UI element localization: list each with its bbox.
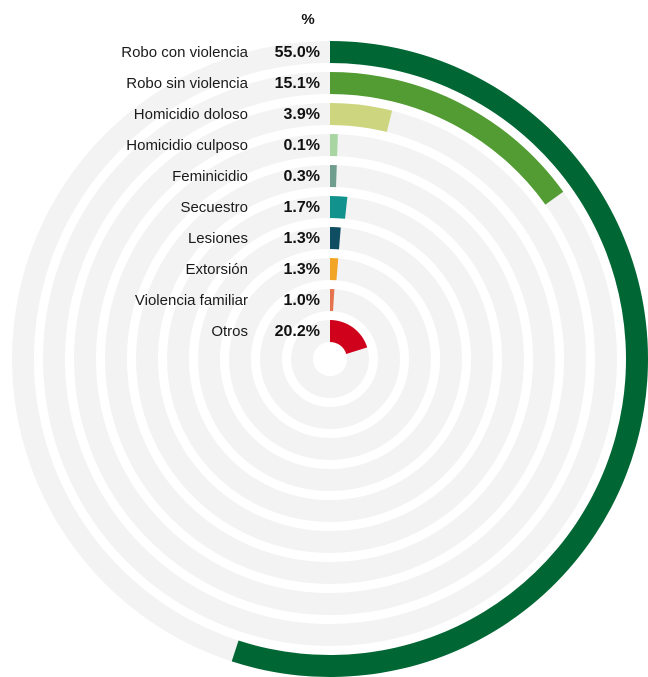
ring-separator	[127, 156, 533, 562]
ring-separator	[220, 249, 440, 469]
category-label-lesiones: Lesiones	[188, 230, 248, 247]
category-label-violencia-familiar: Violencia familiar	[135, 292, 248, 309]
ring-separator	[96, 125, 564, 593]
category-label-homicidio-doloso: Homicidio doloso	[134, 106, 248, 123]
ring-separator	[251, 280, 409, 438]
value-label-violencia-familiar: 1.0%	[284, 292, 320, 309]
value-label-lesiones: 1.3%	[284, 230, 320, 247]
bars-group	[231, 41, 648, 677]
value-label-robo-sin-violencia: 15.1%	[275, 75, 320, 92]
value-label-extorsion: 1.3%	[284, 261, 320, 278]
category-label-robo-con-violencia: Robo con violencia	[121, 44, 248, 61]
value-label-homicidio-culposo: 0.1%	[284, 137, 320, 154]
labels-group: 55.0% Robo con violencia 15.1% Robo sin vio…	[121, 44, 320, 340]
value-label-robo-con-violencia: 55.0%	[275, 44, 320, 61]
value-label-feminicidio: 0.3%	[284, 168, 320, 185]
value-label-otros: 20.2%	[275, 323, 320, 340]
value-label-secuestro: 1.7%	[284, 199, 320, 216]
value-label-homicidio-doloso: 3.9%	[284, 106, 320, 123]
ring-separator	[282, 311, 378, 407]
ring-separator	[189, 218, 471, 500]
bar-extorsion	[330, 258, 339, 281]
category-label-feminicidio: Feminicidio	[172, 168, 248, 185]
unit-label: %	[301, 11, 314, 28]
bar-feminicidio	[330, 165, 337, 188]
category-label-robo-sin-violencia: Robo sin violencia	[126, 75, 248, 92]
bar-otros	[330, 320, 368, 354]
bar-violencia-familiar	[330, 289, 335, 312]
center-hole	[313, 342, 347, 376]
bar-robo-sin-violencia	[330, 72, 564, 205]
bar-homicidio-culposo	[330, 134, 338, 157]
category-label-homicidio-culposo: Homicidio culposo	[126, 137, 248, 154]
bar-lesiones	[330, 227, 341, 250]
bar-homicidio-doloso	[330, 103, 393, 132]
category-label-otros: Otros	[211, 323, 248, 340]
ring-separator	[65, 94, 595, 624]
ring-separator	[34, 63, 626, 655]
bar-secuestro	[330, 196, 348, 219]
track-rings	[12, 41, 648, 677]
category-label-extorsion: Extorsión	[185, 261, 248, 278]
category-label-secuestro: Secuestro	[180, 199, 248, 216]
ring-separator	[158, 187, 502, 531]
